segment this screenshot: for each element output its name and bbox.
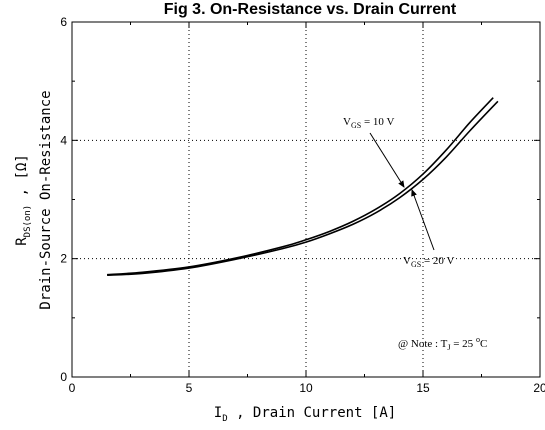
series-group: [107, 98, 498, 276]
x-tick-label: 10: [299, 381, 313, 395]
plot-frame: [72, 22, 540, 377]
annotation-arrow-vgs-10: [370, 133, 404, 187]
y-axis-label-description: Drain-Source On-Resistance: [38, 90, 54, 309]
annotation-arrow-vgs-20: [412, 190, 434, 250]
grid: [72, 22, 540, 377]
annotation-vgs-10: VGS = 10 V: [343, 116, 394, 130]
x-tick-label: 0: [69, 381, 76, 395]
note-temperature: @ Note : TJ = 25 oC: [398, 335, 487, 352]
x-tick-label: 15: [416, 381, 430, 395]
series-line-vgs-10: [107, 98, 493, 275]
chart-title: Fig 3. On-Resistance vs. Drain Current: [164, 1, 457, 18]
y-tick-label: 0: [60, 370, 67, 384]
y-tick-label: 2: [60, 252, 67, 266]
y-tick-label: 4: [60, 133, 67, 147]
annotation-vgs-20: VGS = 20 V: [403, 255, 454, 269]
y-axis-ticks: 0 2 4 6: [60, 15, 540, 384]
x-tick-label: 20: [533, 381, 545, 395]
series-line-vgs-20: [107, 101, 498, 275]
y-tick-label: 6: [60, 15, 67, 29]
x-tick-label: 5: [186, 381, 193, 395]
x-axis-label: ID , Drain Current [A]: [214, 405, 396, 424]
y-axis-label-symbol: RDS(on) , [Ω]: [14, 154, 33, 246]
